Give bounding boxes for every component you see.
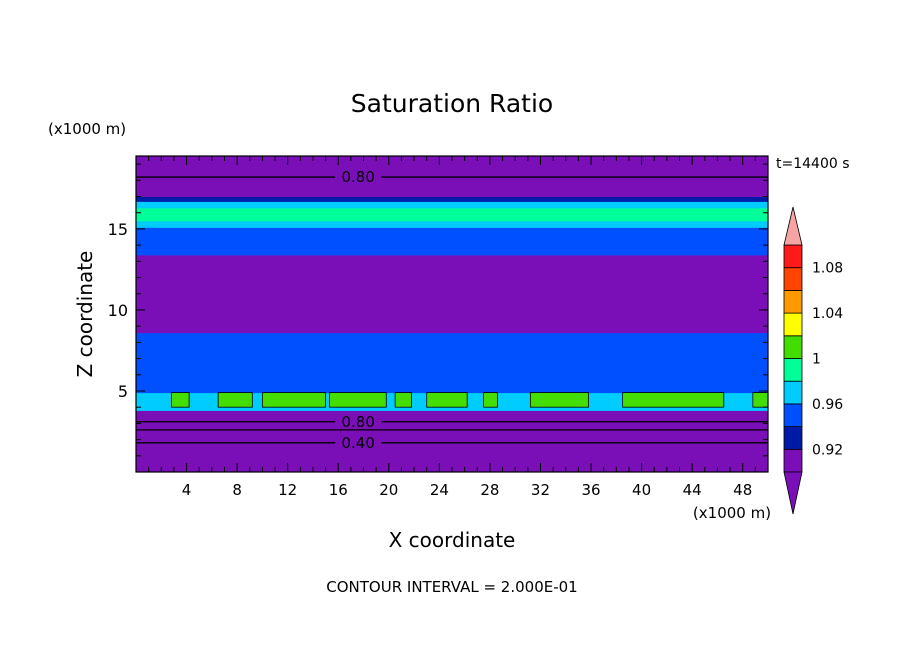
green-patch	[261, 392, 326, 408]
contour-label: 0.80	[341, 168, 374, 186]
green-patch	[328, 392, 387, 408]
x-tick-label: 48	[733, 481, 752, 499]
contour-band	[136, 220, 768, 228]
colorbar-label: 0.96	[812, 397, 843, 413]
x-tick-label: 44	[683, 481, 702, 499]
colorbar-bin	[783, 312, 803, 337]
colorbar-label: 1	[812, 352, 821, 368]
x-unit-label: (x1000 m)	[693, 504, 771, 522]
plot-area	[136, 156, 768, 473]
y-axis-label: Z coordinate	[73, 251, 97, 378]
contour-band	[136, 227, 768, 256]
colorbar-label: 1.08	[812, 261, 843, 277]
contour-label: 0.40	[341, 434, 374, 452]
colorbar-label: 0.92	[812, 442, 843, 458]
x-tick-label: 40	[632, 481, 651, 499]
contour-band	[136, 201, 768, 209]
colorbar-label: 1.04	[812, 306, 843, 322]
x-tick-label: 4	[182, 481, 192, 499]
y-unit-label: (x1000 m)	[48, 120, 126, 138]
contour-interval-note: CONTOUR INTERVAL = 2.000E-01	[326, 578, 577, 596]
green-patches	[170, 392, 769, 408]
x-tick-label: 20	[379, 481, 398, 499]
colorbar-bin	[783, 426, 803, 450]
colorbar-bin	[783, 244, 803, 269]
green-patch	[426, 392, 468, 408]
colorbar-bin	[783, 358, 803, 382]
x-axis-label: X coordinate	[389, 528, 516, 552]
contour-band	[136, 369, 768, 394]
contour-band	[136, 410, 768, 418]
green-patch	[483, 392, 498, 408]
green-patch	[529, 392, 589, 408]
green-patch	[170, 392, 190, 408]
time-label: t=14400 s	[776, 156, 850, 172]
x-tick-label: 32	[531, 481, 550, 499]
colorbar-over-arrow	[783, 206, 803, 246]
contour-band	[136, 196, 768, 202]
x-tick-label: 24	[430, 481, 449, 499]
x-axis-ticks: 4 8 12 16 20 24 28 32 36 40 44 48	[148, 156, 756, 499]
x-tick-label: 28	[480, 481, 499, 499]
contour-band	[136, 207, 768, 222]
green-patch	[217, 392, 253, 408]
contour-band	[136, 332, 768, 371]
green-patch	[752, 392, 769, 408]
y-axis-ticks: 5 10 15	[108, 163, 768, 457]
x-tick-label: 36	[581, 481, 600, 499]
y-tick-label: 10	[108, 301, 128, 320]
colorbar-bin	[783, 335, 803, 359]
colorbar: 1.08 1.04 1 0.96 0.92	[783, 206, 843, 515]
x-tick-label: 16	[329, 481, 348, 499]
colorbar-under-arrow	[783, 471, 803, 515]
y-tick-label: 15	[108, 220, 128, 239]
contour-band	[136, 416, 768, 473]
y-tick-label: 5	[118, 382, 128, 401]
colorbar-bin	[783, 448, 803, 473]
green-patch	[394, 392, 412, 408]
x-tick-label: 8	[232, 481, 242, 499]
colorbar-bin	[783, 380, 803, 405]
x-tick-label: 12	[278, 481, 297, 499]
colorbar-bin	[783, 289, 803, 314]
chart-title: Saturation Ratio	[351, 89, 553, 118]
green-patch	[622, 392, 725, 408]
colorbar-bin	[783, 267, 803, 291]
colorbar-bin	[783, 403, 803, 427]
contour-lines: 0.80 0.80 0.40	[136, 168, 768, 452]
contour-label: 0.80	[341, 413, 374, 431]
contour-band	[136, 254, 768, 334]
